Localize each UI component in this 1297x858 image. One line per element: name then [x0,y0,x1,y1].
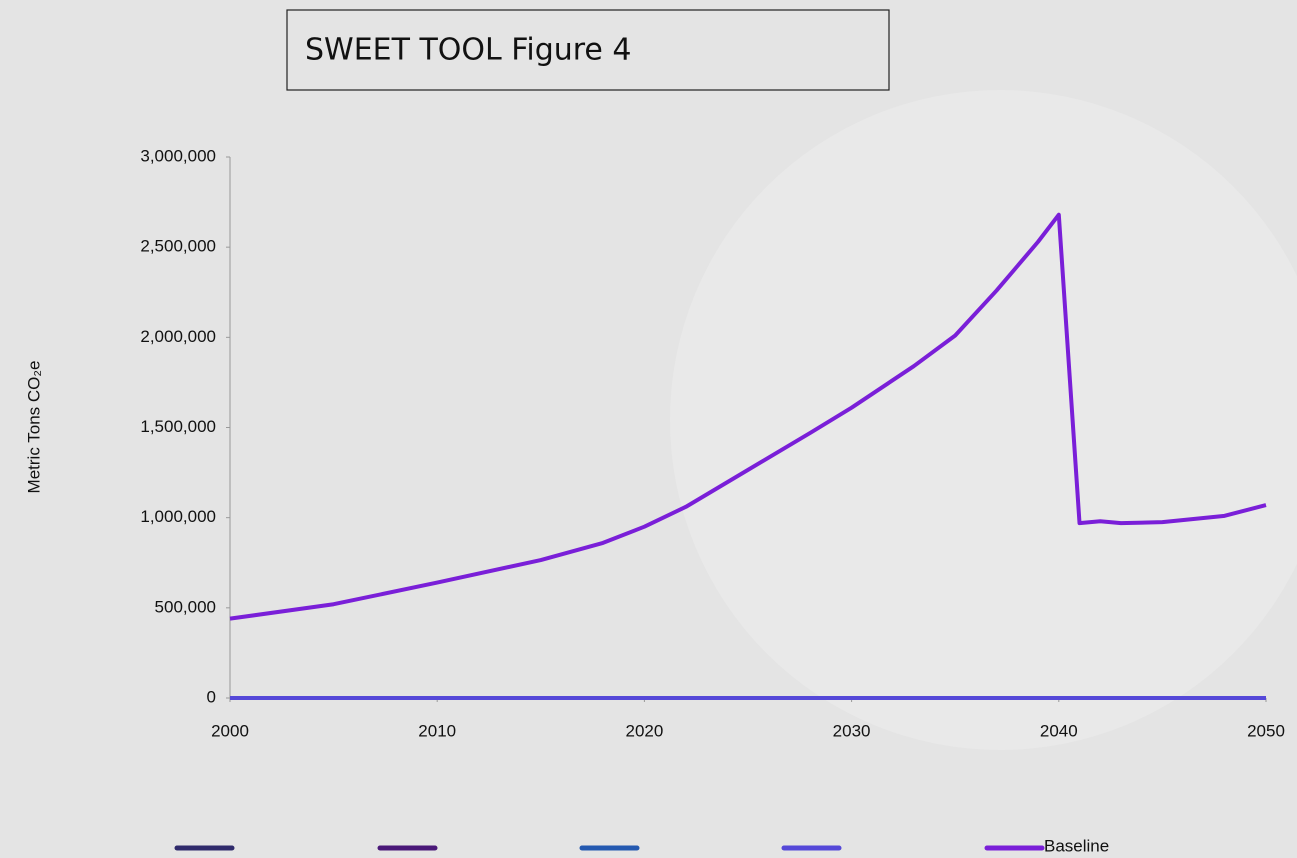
chart: SWEET TOOL Figure 4 Metric Tons CO₂e 0 50… [0,0,1297,858]
y-tick-label: 2,000,000 [140,327,216,346]
y-tick-label: 3,000,000 [140,146,216,165]
legend-label: Baseline [1044,836,1109,855]
y-tick-label: 500,000 [155,597,216,616]
y-tick-label: 1,000,000 [140,507,216,526]
x-tick-label: 2030 [833,721,871,740]
x-tick-label: 2050 [1247,721,1285,740]
chart-title: SWEET TOOL Figure 4 [305,33,632,68]
x-tick-label: 2040 [1040,721,1078,740]
x-tick-label: 2010 [418,721,456,740]
x-tick-label: 2020 [625,721,663,740]
x-tick-label: 2000 [211,721,249,740]
page: {"chart_data": {"type": "line", "title":… [0,0,1297,858]
y-tick-label: 1,500,000 [140,417,216,436]
y-tick-label: 2,500,000 [140,237,216,256]
y-axis-label: Metric Tons CO₂e [24,361,43,494]
y-tick-label: 0 [207,687,216,706]
background-globe [670,90,1297,750]
